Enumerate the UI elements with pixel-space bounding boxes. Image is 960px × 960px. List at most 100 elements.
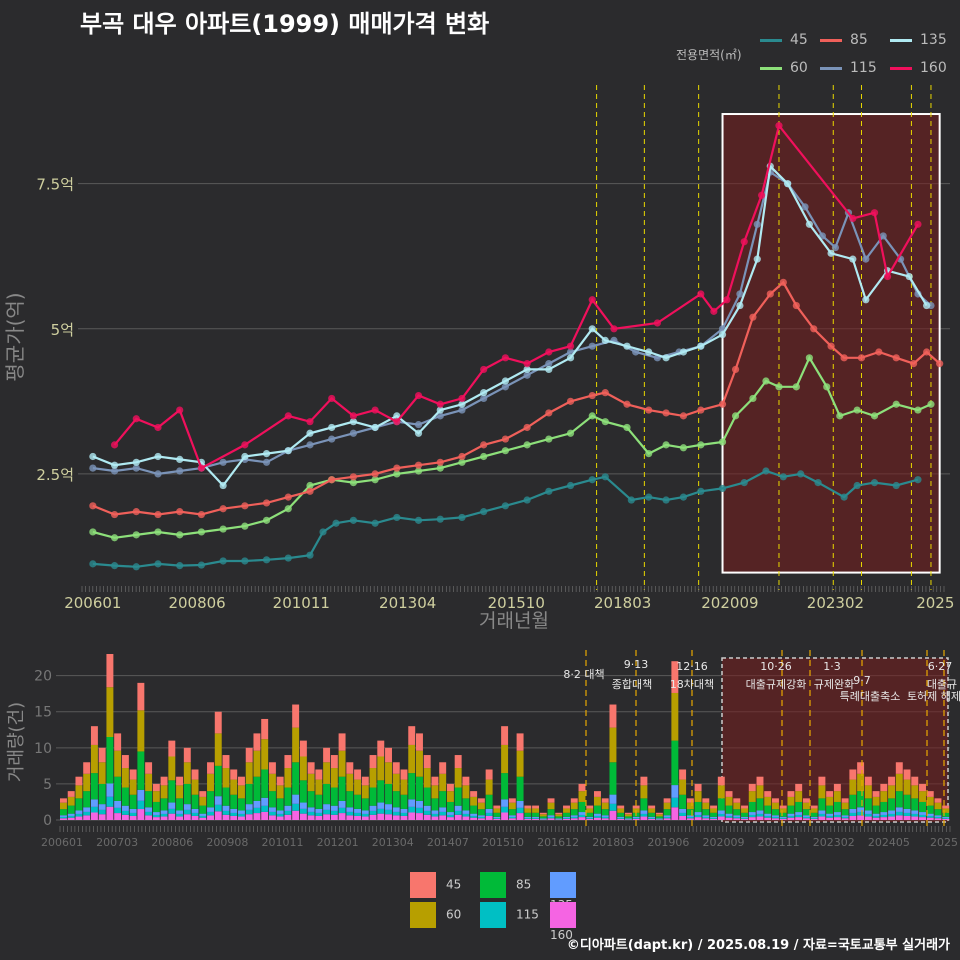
volume-bar-60 (795, 791, 803, 802)
volume-bar-60 (416, 750, 423, 777)
series-point-115 (879, 232, 887, 240)
volume-bar-160 (756, 816, 764, 820)
volume-bar-60 (663, 802, 671, 810)
volume-bar-135 (857, 807, 865, 812)
volume-bar-115 (470, 815, 478, 818)
volume-bar-135 (679, 808, 687, 813)
bar-legend-swatch-45 (410, 872, 436, 898)
series-point-60 (523, 441, 531, 449)
volume-x-tick-0: 200601 (41, 836, 83, 849)
volume-x-tick-10: 201803 (592, 836, 634, 849)
volume-policy-lines: 8·2 대책 9·13 종합대책 12·16 18차대책 10·26 대출규제강화 1·3 규제… (563, 650, 960, 826)
legend-item-115: 115 (820, 60, 877, 76)
volume-bar-85 (299, 780, 307, 803)
price-x-tick-5: 201803 (594, 594, 651, 612)
series-point-115 (436, 412, 444, 420)
volume-bar-115 (849, 812, 857, 816)
series-point-160 (132, 415, 140, 423)
volume-bar-160 (330, 814, 338, 820)
volume-bar-45 (717, 776, 725, 786)
series-point-85 (176, 508, 184, 516)
volume-bar-135 (315, 808, 323, 813)
bar-legend-swatch-160 (550, 902, 576, 928)
series-point-85 (110, 510, 119, 519)
series-point-85 (371, 470, 379, 478)
volume-bar-115 (98, 809, 106, 815)
volume-bar-135 (594, 813, 601, 816)
volume-bar-85 (106, 737, 114, 784)
series-point-160 (458, 394, 466, 403)
volume-bar-115 (477, 816, 485, 819)
series-point-45 (814, 479, 822, 487)
volume-bar-135 (849, 808, 857, 813)
volume-bar-135 (895, 807, 903, 812)
volume-bar-60 (532, 808, 540, 813)
volume-bar-135 (323, 804, 331, 810)
bar-legend-item-115: 115 (480, 902, 539, 928)
volume-bar-45 (888, 776, 896, 786)
volume-bar-135 (493, 816, 501, 818)
series-point-85 (436, 458, 444, 466)
volume-bar-85 (516, 776, 524, 801)
series-point-85 (857, 354, 866, 362)
series-point-115 (328, 435, 336, 443)
volume-bar-60 (408, 744, 416, 774)
volume-bar-85 (880, 801, 888, 813)
series-point-160 (393, 418, 401, 426)
volume-bar-115 (75, 813, 83, 817)
volume-bar-160 (284, 814, 292, 820)
series-point-85 (792, 301, 800, 310)
volume-bar-85 (911, 798, 919, 811)
volume-bar-115 (129, 812, 137, 816)
volume-bar-115 (361, 813, 369, 817)
series-point-85 (662, 409, 670, 417)
volume-bar-135 (717, 810, 725, 814)
series-point-45 (349, 516, 358, 524)
volume-bar-115 (919, 814, 926, 818)
volume-bar-160 (439, 815, 447, 820)
volume-bar-115 (942, 817, 950, 819)
volume-bar-85 (710, 812, 718, 817)
volume-bar-135 (934, 815, 942, 817)
volume-bar-45 (222, 755, 230, 769)
series-point-160 (775, 122, 783, 130)
volume-bar-160 (121, 814, 129, 820)
series-point-45 (718, 484, 727, 493)
volume-bar-60 (245, 762, 253, 784)
series-point-45 (523, 496, 531, 504)
volume-bar-160 (539, 819, 547, 820)
volume-bar-45 (253, 733, 261, 751)
series-point-160 (740, 238, 748, 246)
volume-bar-135 (439, 807, 447, 812)
volume-bar-60 (98, 762, 106, 784)
volume-bar-60 (354, 779, 362, 795)
volume-bar-85 (199, 805, 207, 814)
series-point-60 (393, 470, 401, 478)
volume-bar-60 (872, 796, 880, 806)
series-point-60 (436, 464, 444, 472)
volume-bar-115 (578, 814, 586, 818)
volume-bar-85 (477, 809, 485, 816)
volume-bar-115 (385, 809, 392, 815)
volume-bar-115 (214, 804, 222, 812)
series-point-135 (501, 377, 510, 385)
volume-bar-115 (462, 813, 470, 817)
volume-bar-135 (926, 813, 934, 816)
volume-bar-135 (431, 810, 439, 814)
volume-bar-85 (640, 798, 648, 811)
volume-bar-85 (121, 787, 129, 806)
volume-bar-85 (624, 816, 632, 819)
volume-bar-85 (385, 783, 392, 805)
volume-bar-160 (199, 817, 207, 820)
volume-bar-135 (477, 815, 485, 817)
volume-bar-115 (137, 800, 145, 810)
price-chart: 2.5억 5억 7.5억 200601 200806 201011 201304 20151… (3, 85, 954, 632)
series-point-160 (697, 290, 705, 298)
volume-bar-115 (121, 810, 129, 815)
series-point-160 (523, 360, 531, 368)
series-point-85 (588, 391, 596, 400)
volume-bar-45 (199, 791, 207, 797)
volume-bar-60 (849, 779, 857, 795)
volume-bar-160 (207, 815, 214, 820)
volume-bar-115 (191, 812, 199, 816)
